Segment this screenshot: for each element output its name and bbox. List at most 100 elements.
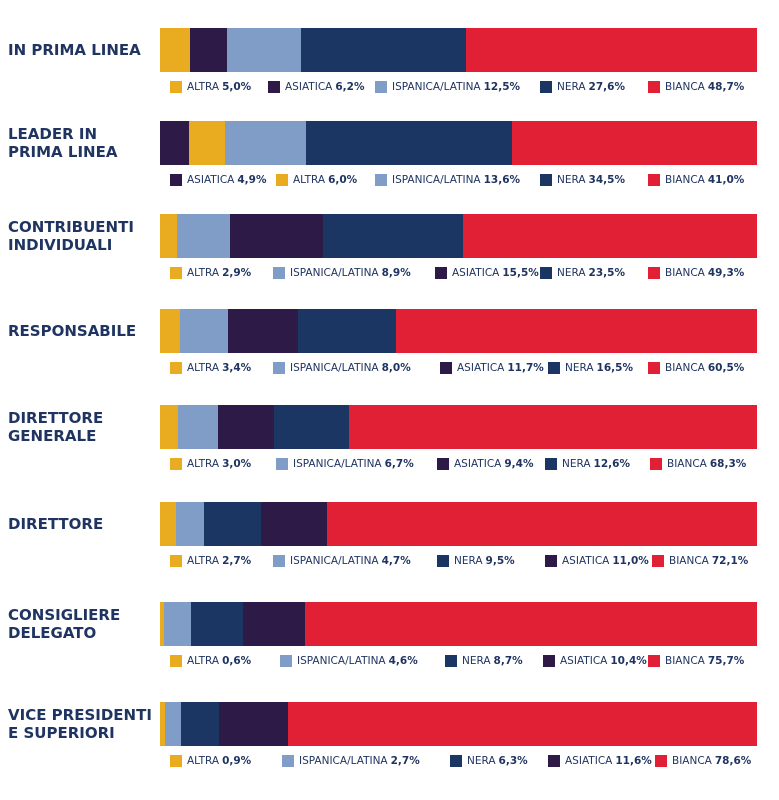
legend-label: ALTRA [293, 174, 326, 186]
value-label: 9,4% [504, 458, 534, 470]
legend-label: ISPANICA/LATINA [290, 555, 379, 567]
legend-label: NERA [557, 81, 586, 93]
legend-swatch [268, 81, 280, 93]
legend-item: ALTRA 2,9% [170, 266, 251, 280]
legend-label: BIANCA [665, 174, 705, 186]
value-label: 2,7% [222, 555, 252, 567]
legend-label: ASIATICA [452, 267, 500, 279]
bar-segment [204, 502, 261, 546]
legend-label: NERA [557, 174, 586, 186]
bar-segment [177, 405, 218, 449]
legend-label: ISPANICA/LATINA [290, 362, 379, 374]
legend-swatch [170, 174, 182, 186]
value-label: 23,5% [588, 267, 625, 279]
legend-label: ALTRA [187, 655, 220, 667]
value-label: 16,5% [596, 362, 633, 374]
legend-item: BIANCA 49,3% [648, 266, 744, 280]
bar-segment [396, 309, 757, 353]
bar-segment [225, 121, 307, 165]
legend-swatch [652, 555, 664, 567]
legend-swatch [273, 267, 285, 279]
value-label: 12,5% [483, 81, 521, 93]
legend-swatch [170, 458, 182, 470]
bar-segment [349, 405, 757, 449]
value-label: 8,7% [493, 655, 523, 667]
legend-item: ALTRA 6,0% [276, 173, 357, 187]
legend-item: ISPANICA/LATINA 2,7% [282, 754, 420, 768]
bar-segment [160, 602, 164, 646]
value-label: 75,7% [707, 655, 745, 667]
legend-label: ISPANICA/LATINA [290, 267, 379, 279]
row-title: VICE PRESIDENTI E SUPERIORI [8, 706, 152, 742]
legend-item: BIANCA 72,1% [652, 554, 748, 568]
legend-label: ALTRA [187, 362, 220, 374]
legend-label: ASIATICA [560, 655, 608, 667]
legend-swatch [543, 655, 555, 667]
legend-label: ASIATICA [565, 755, 613, 767]
value-label: 41,0% [707, 174, 745, 186]
value-label: 48,7% [707, 81, 745, 93]
legend-swatch [648, 655, 660, 667]
legend-item: BIANCA 75,7% [648, 654, 744, 668]
bar-segment [227, 309, 298, 353]
legend-label: ALTRA [187, 555, 220, 567]
legend-item: ASIATICA 15,5% [435, 266, 539, 280]
legend-item: ASIATICA 4,9% [170, 173, 266, 187]
legend-label: ASIATICA [187, 174, 235, 186]
legend-label: ISPANICA/LATINA [299, 755, 388, 767]
legend-swatch [170, 655, 182, 667]
legend-item: ALTRA 0,6% [170, 654, 251, 668]
legend-swatch [548, 362, 560, 374]
legend-item: ASIATICA 11,0% [545, 554, 649, 568]
legend-item: NERA 27,6% [540, 80, 625, 94]
legend-item: ALTRA 3,0% [170, 457, 251, 471]
legend-swatch [650, 458, 662, 470]
legend-item: ISPANICA/LATINA 8,0% [273, 361, 411, 375]
bar-segment [177, 214, 231, 258]
row-title: DIRETTORE GENERALE [8, 409, 104, 445]
bar-segment [462, 214, 757, 258]
legend-swatch [276, 174, 288, 186]
value-label: 10,4% [610, 655, 647, 667]
legend-item: ISPANICA/LATINA 6,7% [276, 457, 414, 471]
legend-swatch [437, 458, 449, 470]
legend-label: ALTRA [187, 81, 220, 93]
legend-item: BIANCA 48,7% [648, 80, 744, 94]
legend-label: BIANCA [667, 458, 707, 470]
legend-item: BIANCA 60,5% [648, 361, 744, 375]
bar-segment [242, 602, 306, 646]
legend-item: NERA 6,3% [450, 754, 528, 768]
legend-label: BIANCA [669, 555, 709, 567]
legend-item: BIANCA 41,0% [648, 173, 744, 187]
value-label: 0,6% [222, 655, 252, 667]
legend-swatch [435, 267, 447, 279]
legend-label: BIANCA [665, 655, 705, 667]
bar-segment [163, 602, 192, 646]
legend-swatch [170, 362, 182, 374]
bar-segment [297, 309, 397, 353]
legend-item: ASIATICA 11,6% [548, 754, 652, 768]
legend-swatch [375, 174, 387, 186]
legend-swatch [450, 755, 462, 767]
value-label: 49,3% [707, 267, 745, 279]
bar-segment [217, 405, 275, 449]
value-label: 11,6% [615, 755, 652, 767]
legend-label: NERA [454, 555, 483, 567]
legend-item: ISPANICA/LATINA 12,5% [375, 80, 520, 94]
bar-segment [181, 702, 220, 746]
bar-segment [306, 121, 513, 165]
bar-segment [301, 28, 467, 72]
legend-swatch [280, 655, 292, 667]
legend-label: BIANCA [665, 362, 705, 374]
legend-label: NERA [462, 655, 491, 667]
bar-segment [322, 214, 463, 258]
legend-swatch [540, 174, 552, 186]
bar-segment [191, 602, 243, 646]
legend-item: NERA 34,5% [540, 173, 625, 187]
bar-segment [230, 214, 323, 258]
legend-swatch [170, 267, 182, 279]
legend-label: BIANCA [665, 81, 705, 93]
value-label: 4,6% [388, 655, 418, 667]
legend-swatch [540, 81, 552, 93]
